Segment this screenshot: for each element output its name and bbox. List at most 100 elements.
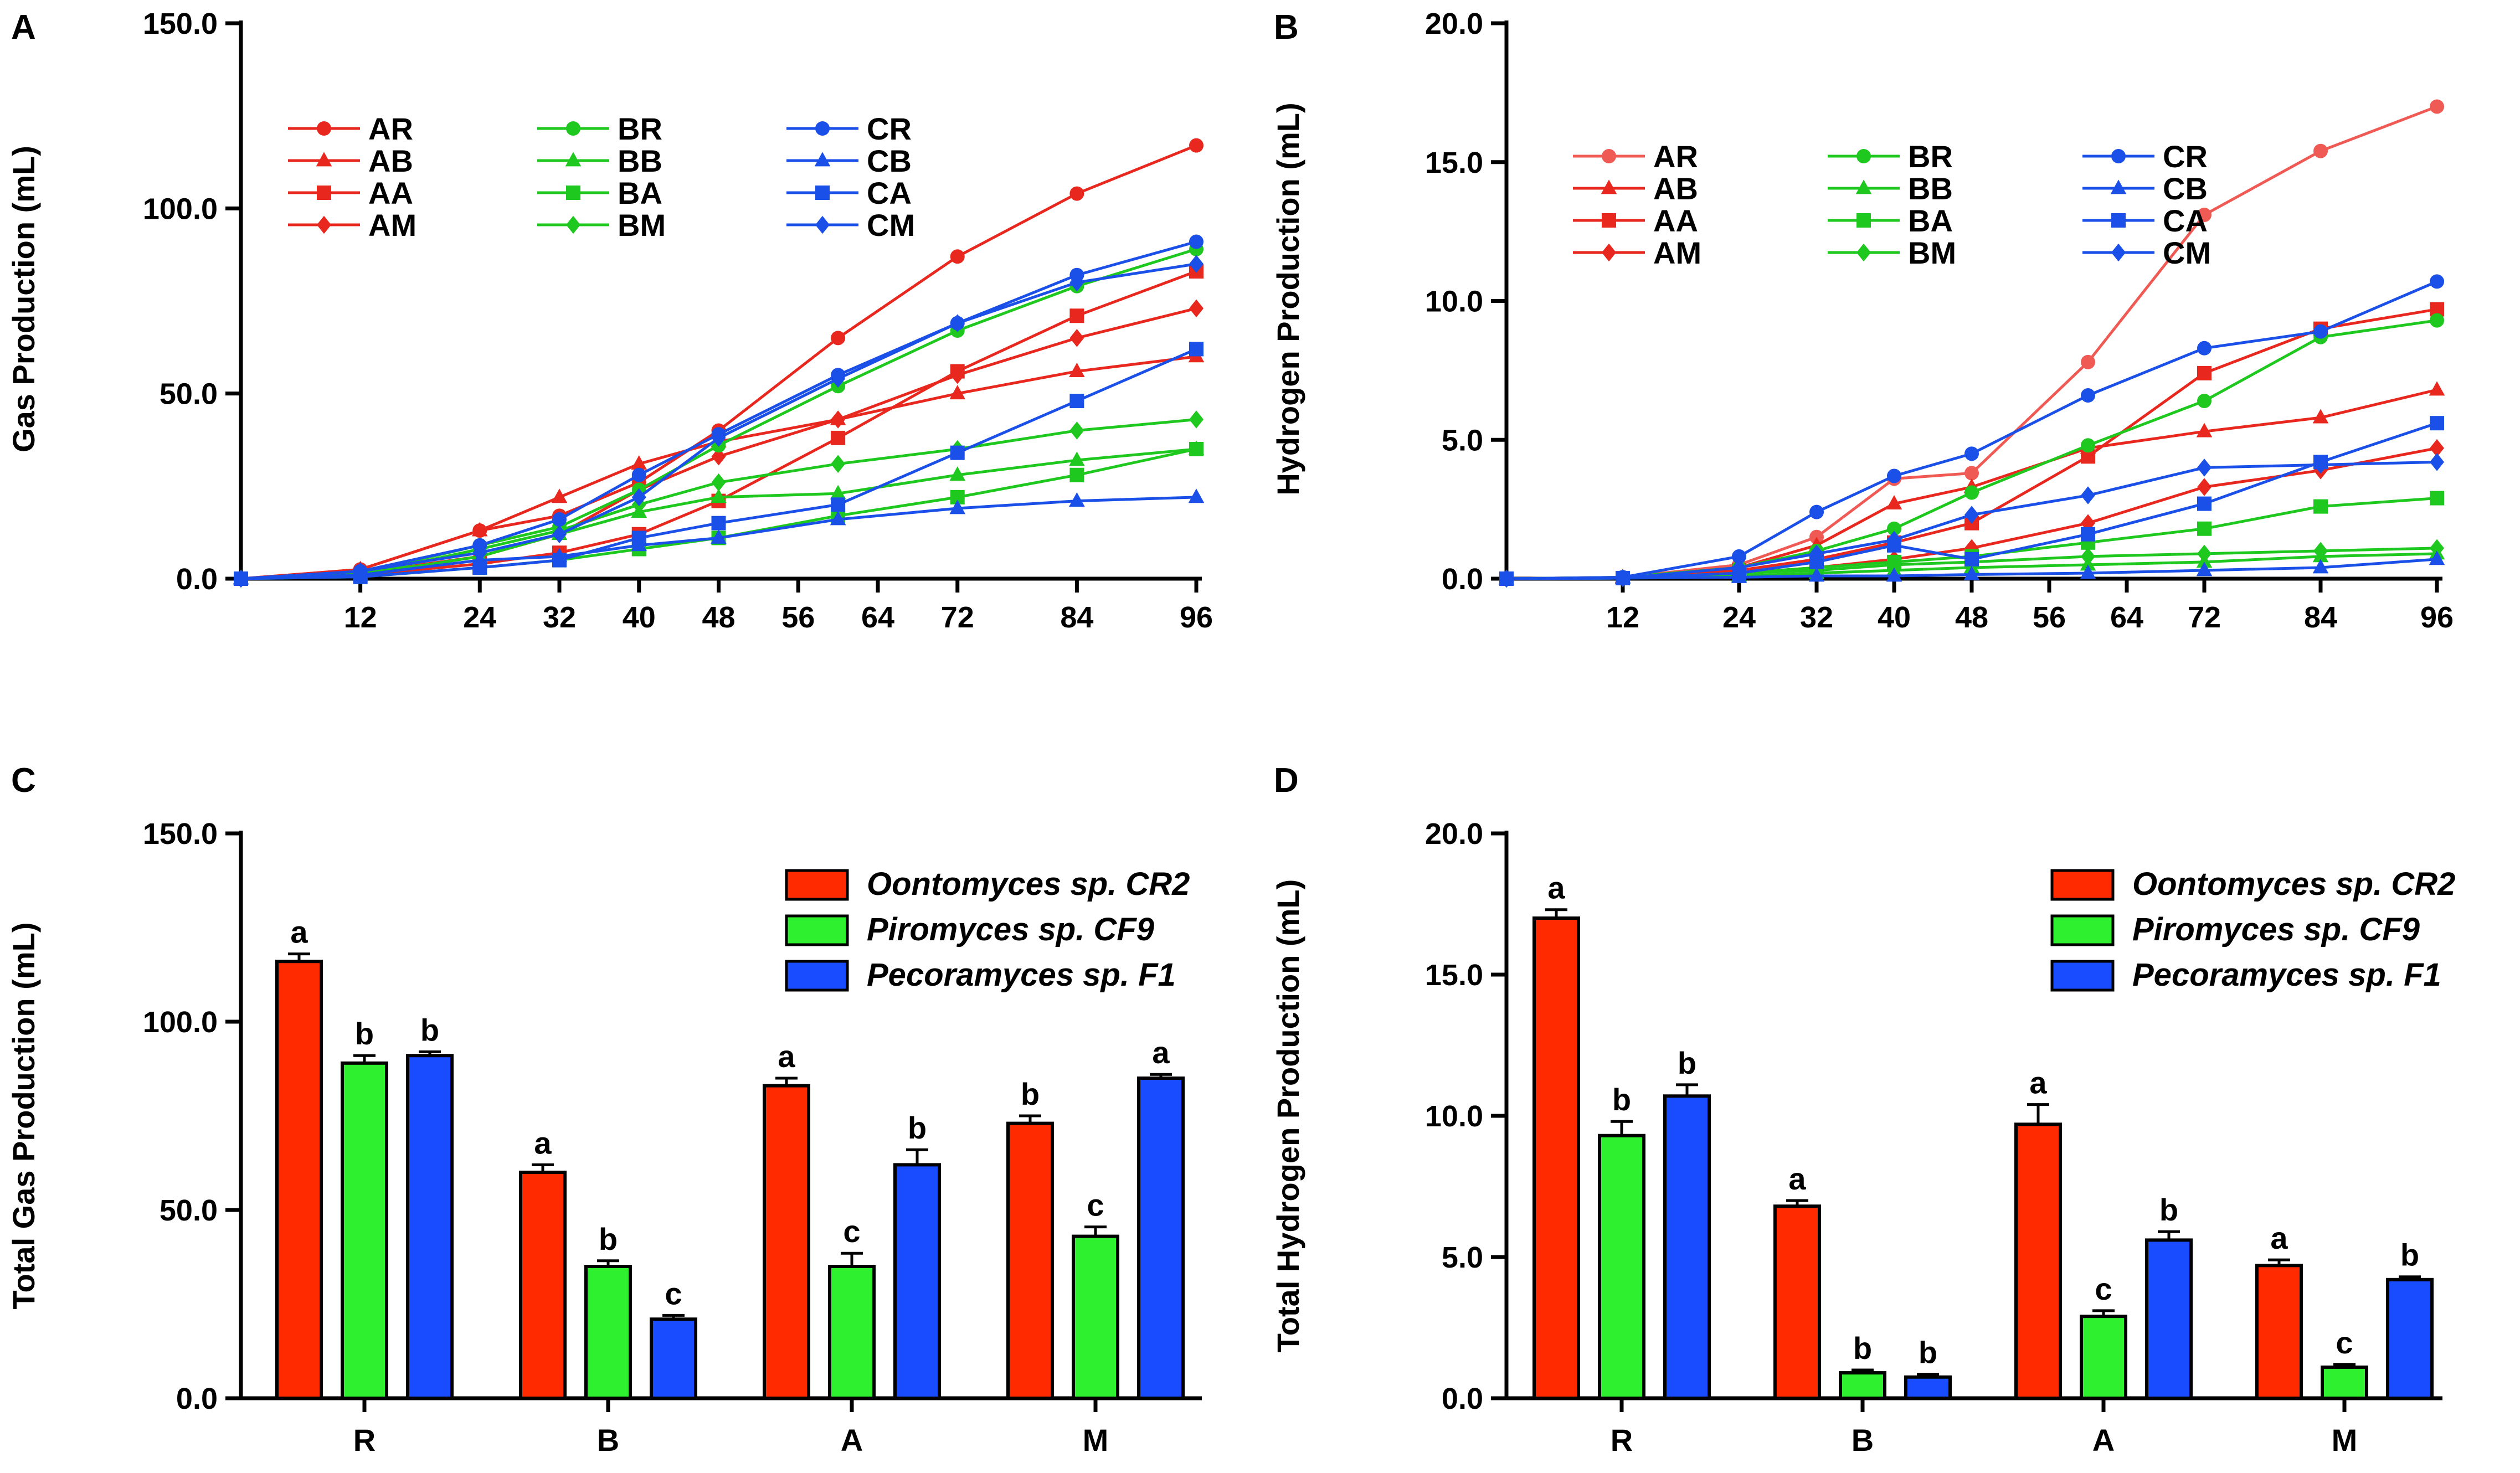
- data-point: [1069, 273, 1084, 292]
- legend: Oontomyces sp. CR2 Piromyces sp. CF9 Pecor…: [2050, 866, 2455, 993]
- bar-group-item: a: [763, 1039, 810, 1400]
- data-point: [1964, 552, 1979, 566]
- data-point: [631, 488, 646, 507]
- legend-swatch-marker: [1602, 213, 1616, 228]
- legend-item: AB: [1573, 171, 1698, 206]
- legend-item: CR: [786, 111, 912, 146]
- y-tick-label: 50.0: [160, 1194, 218, 1227]
- data-point: [2313, 143, 2328, 158]
- legend-label: BA: [618, 176, 662, 210]
- significance-letter: a: [778, 1039, 795, 1074]
- y-tick-label: 20.0: [1425, 817, 1483, 851]
- significance-letter: a: [1547, 871, 1565, 905]
- x-tick-label: 12: [344, 601, 377, 634]
- bar: [2321, 1365, 2368, 1400]
- data-point: [950, 314, 965, 332]
- legend-swatch-marker: [2111, 213, 2126, 228]
- bar-group-item: c: [2080, 1271, 2127, 1400]
- legend-swatch-marker: [317, 186, 331, 200]
- data-point: [1887, 555, 1901, 574]
- data-point: [831, 430, 846, 445]
- data-point: [1886, 567, 1902, 582]
- data-point: [472, 560, 487, 575]
- legend-label: CM: [2163, 235, 2211, 270]
- data-point: [1732, 549, 1746, 564]
- legend-swatch-marker: [1601, 179, 1617, 194]
- bar: [341, 1061, 388, 1400]
- legend-item: Oontomyces sp. CR2: [2050, 866, 2455, 902]
- bar-group-item: a: [1137, 1035, 1185, 1400]
- legend-swatch-marker: [815, 186, 830, 200]
- data-point: [1189, 138, 1204, 153]
- data-point: [471, 522, 488, 537]
- x-tick-label: 56: [2033, 601, 2066, 634]
- legend-label: BM: [618, 208, 666, 243]
- data-point: [2081, 388, 2095, 403]
- y-tick-label: 150.0: [143, 817, 218, 851]
- bar: [2080, 1315, 2127, 1400]
- data-point: [1964, 485, 1979, 500]
- line-chart-B: B Hydrogen Production (mL) 0.0 5.0 10.0 15.0 2…: [1271, 7, 2454, 634]
- legend-item: BA: [537, 176, 662, 210]
- legend-swatch-marker: [1602, 149, 1616, 163]
- legend-item: AA: [288, 176, 413, 210]
- y-tick-label: 100.0: [143, 192, 218, 225]
- series-line: [1506, 421, 2437, 580]
- significance-letter: a: [2270, 1220, 2288, 1255]
- x-tick-label: 72: [2188, 601, 2221, 634]
- bar: [763, 1084, 810, 1400]
- data-point: [831, 497, 846, 512]
- bar: [1598, 1134, 1645, 1400]
- legend-item: BM: [1828, 235, 1956, 270]
- significance-letter: b: [908, 1110, 927, 1145]
- data-point: [2430, 416, 2444, 431]
- legend-swatch-marker: [565, 152, 582, 167]
- data-point: [2081, 547, 2095, 566]
- legend-item: CB: [786, 143, 912, 178]
- bar: [406, 1054, 454, 1400]
- data-point: [831, 331, 846, 346]
- data-point: [234, 569, 248, 588]
- legend-swatch: [2050, 869, 2115, 901]
- data-point: [472, 543, 487, 562]
- significance-letter: c: [2095, 1271, 2112, 1306]
- series-line: [240, 348, 1197, 580]
- legend-label: Piromyces sp. CF9: [867, 911, 1154, 947]
- bar: [584, 1265, 632, 1400]
- legend-item: CB: [2082, 171, 2208, 206]
- legend-item: Piromyces sp. CF9: [785, 911, 1154, 947]
- data-point: [1069, 492, 1085, 507]
- data-point: [1887, 468, 1901, 483]
- legend-label: CR: [2163, 139, 2208, 174]
- legend-label: BB: [618, 143, 662, 178]
- legend-swatch-marker: [2110, 179, 2127, 194]
- legend-swatch-marker: [2111, 243, 2126, 262]
- bar: [1773, 1204, 1821, 1400]
- data-point: [552, 512, 567, 527]
- legend-swatch-marker: [1856, 243, 1871, 262]
- series-CA: [234, 342, 1204, 586]
- data-point: [949, 385, 966, 400]
- bar: [1663, 1094, 1711, 1400]
- significance-letter: b: [1853, 1331, 1872, 1366]
- data-point: [2313, 499, 2328, 514]
- legend-item: CA: [786, 176, 912, 210]
- legend-label: CB: [867, 143, 912, 178]
- data-point: [552, 553, 567, 568]
- legend-item: BB: [1828, 171, 1953, 206]
- series-line: [1506, 558, 2437, 580]
- series-CA: [1499, 416, 2444, 586]
- data-point: [1964, 466, 1979, 481]
- legend-item: AB: [288, 143, 413, 178]
- legend-label: BR: [1908, 139, 1953, 174]
- legend-item: CM: [786, 208, 915, 243]
- legend-item: Pecoramyces sp. F1: [785, 957, 1176, 993]
- significance-letter: b: [355, 1016, 374, 1051]
- legend-label: AM: [368, 208, 416, 243]
- series-line: [1506, 280, 2437, 580]
- y-tick-label: 5.0: [1442, 424, 1483, 457]
- data-point: [1069, 394, 1084, 409]
- line-chart-A: A Gas Production (mL) 0.0 50.0 100.0 150.0 12 2…: [6, 7, 1213, 634]
- x-tick-label: A: [841, 1423, 863, 1457]
